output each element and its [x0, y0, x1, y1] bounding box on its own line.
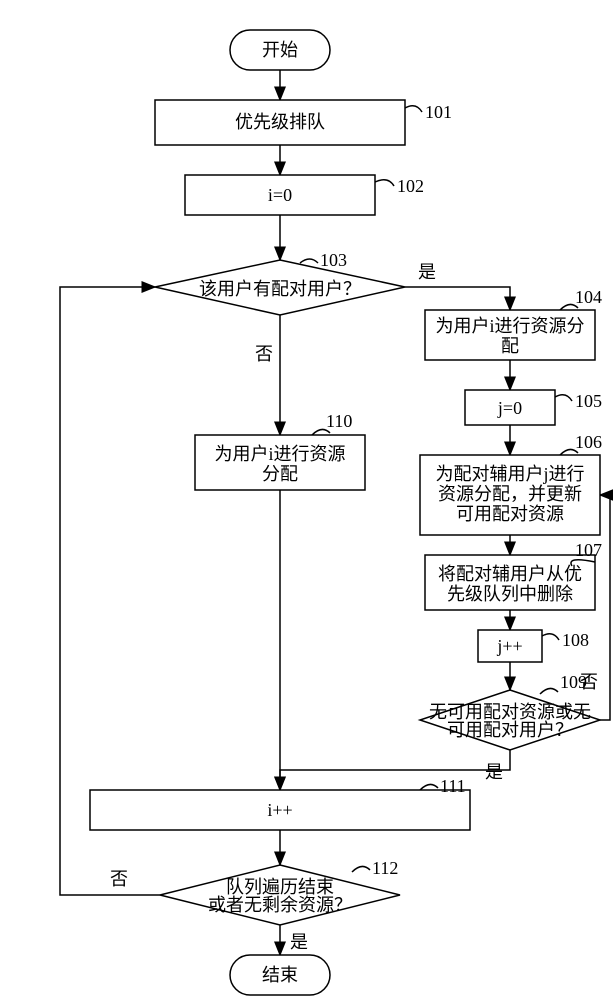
node-103-tag: 103 — [320, 250, 347, 270]
node-112-label-l1: 队列遍历结束 — [226, 877, 334, 897]
edge-103-104 — [405, 287, 510, 310]
node-109-label-l2: 可用配对用户？ — [447, 720, 573, 740]
node-109-tag: 109 — [560, 672, 587, 692]
node-101: 优先级排队 101 — [155, 100, 452, 145]
node-101-tag: 101 — [425, 102, 452, 122]
node-102: i=0 102 — [185, 175, 424, 215]
tag-connector-101 — [405, 106, 422, 112]
node-104-tag: 104 — [575, 287, 602, 307]
node-106-label-l2: 资源分配，并更新 — [438, 484, 582, 504]
tag-connector-108 — [542, 634, 559, 640]
flowchart-diagram: 是 否 否 是 是 否 开始 优先级排队 101 i=0 102 — [0, 0, 613, 1000]
node-104-label-l2: 配 — [501, 336, 519, 356]
node-107-label-l1: 将配对辅用户从优 — [438, 564, 582, 584]
node-108-label: j++ — [496, 636, 522, 656]
node-106-label-l3: 可用配对资源 — [456, 504, 564, 524]
tag-connector-111 — [420, 784, 438, 790]
node-112-label-l2: 或者无剩余资源？ — [208, 895, 352, 915]
node-104: 为用户i进行资源分 配 104 — [425, 287, 602, 360]
node-111-label: i++ — [267, 800, 292, 820]
node-102-tag: 102 — [397, 176, 424, 196]
node-105-tag: 105 — [575, 391, 602, 411]
node-109-label-l1: 无可用配对资源或无 — [429, 702, 591, 722]
node-101-label: 优先级排队 — [235, 112, 325, 132]
tag-connector-103 — [300, 259, 318, 263]
node-end: 结束 — [230, 955, 330, 995]
branch-label-yes-112: 是 — [290, 932, 308, 952]
node-102-label: i=0 — [268, 185, 292, 205]
node-103: 该用户有配对用户？ 103 — [155, 250, 405, 315]
edge-109-106-loop — [600, 495, 610, 720]
node-110-label-l1: 为用户i进行资源 — [214, 444, 345, 464]
node-107-tag: 107 — [575, 540, 602, 560]
tag-connector-105 — [555, 395, 572, 401]
branch-label-no-112: 否 — [110, 869, 128, 889]
node-start: 开始 — [230, 30, 330, 70]
node-106-tag: 106 — [575, 432, 602, 452]
branch-label-yes-103: 是 — [418, 262, 436, 282]
node-103-label: 该用户有配对用户？ — [199, 279, 361, 299]
node-111-tag: 111 — [440, 776, 466, 796]
node-112-tag: 112 — [372, 858, 398, 878]
node-105: j=0 105 — [465, 390, 602, 425]
node-112: 队列遍历结束 或者无剩余资源？ 112 — [160, 858, 400, 925]
branch-label-yes-109: 是 — [485, 762, 503, 782]
node-106: 为配对辅用户j进行 资源分配，并更新 可用配对资源 106 — [420, 432, 602, 535]
node-105-label: j=0 — [497, 398, 522, 418]
node-110-tag: 110 — [326, 411, 352, 431]
edge-109-111 — [280, 750, 510, 790]
node-108-tag: 108 — [562, 630, 589, 650]
node-107-label-l2: 先级队列中删除 — [447, 584, 573, 604]
node-110-label-l2: 分配 — [262, 464, 298, 484]
tag-connector-109 — [540, 688, 558, 694]
branch-label-no-103: 否 — [255, 344, 273, 364]
node-start-label: 开始 — [262, 40, 298, 60]
tag-connector-102 — [375, 180, 394, 186]
node-104-label-l1: 为用户i进行资源分 — [435, 316, 584, 336]
node-end-label: 结束 — [262, 965, 298, 985]
tag-connector-112 — [352, 866, 370, 872]
node-107: 将配对辅用户从优 先级队列中删除 107 — [425, 540, 602, 610]
node-106-label-l1: 为配对辅用户j进行 — [435, 464, 584, 484]
node-108: j++ 108 — [478, 630, 589, 662]
